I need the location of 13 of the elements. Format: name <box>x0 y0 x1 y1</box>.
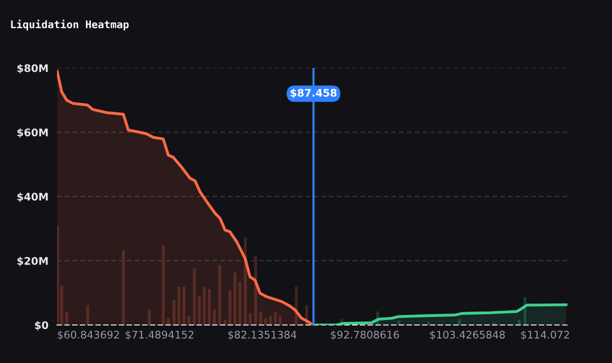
y-tick-label: $60M <box>17 128 48 138</box>
y-tick-label: $0 <box>34 321 48 330</box>
ref-line-label: $87.458 <box>290 88 337 98</box>
y-tick-label: $40M <box>17 192 48 202</box>
x-tick-label: $103.4265848 <box>430 330 505 340</box>
x-tick-label: $60.843692 <box>58 330 119 340</box>
x-tick-label: $82.1351384 <box>228 330 296 340</box>
x-tick-label: $92.7808616 <box>330 330 399 340</box>
x-tick-label: $114.072 <box>521 330 569 340</box>
y-tick-label: $20M <box>17 256 48 266</box>
chart-title: Liquidation Heatmap <box>11 20 129 30</box>
x-tick-label: $71.4894152 <box>126 330 194 340</box>
y-tick-label: $80M <box>17 64 48 74</box>
